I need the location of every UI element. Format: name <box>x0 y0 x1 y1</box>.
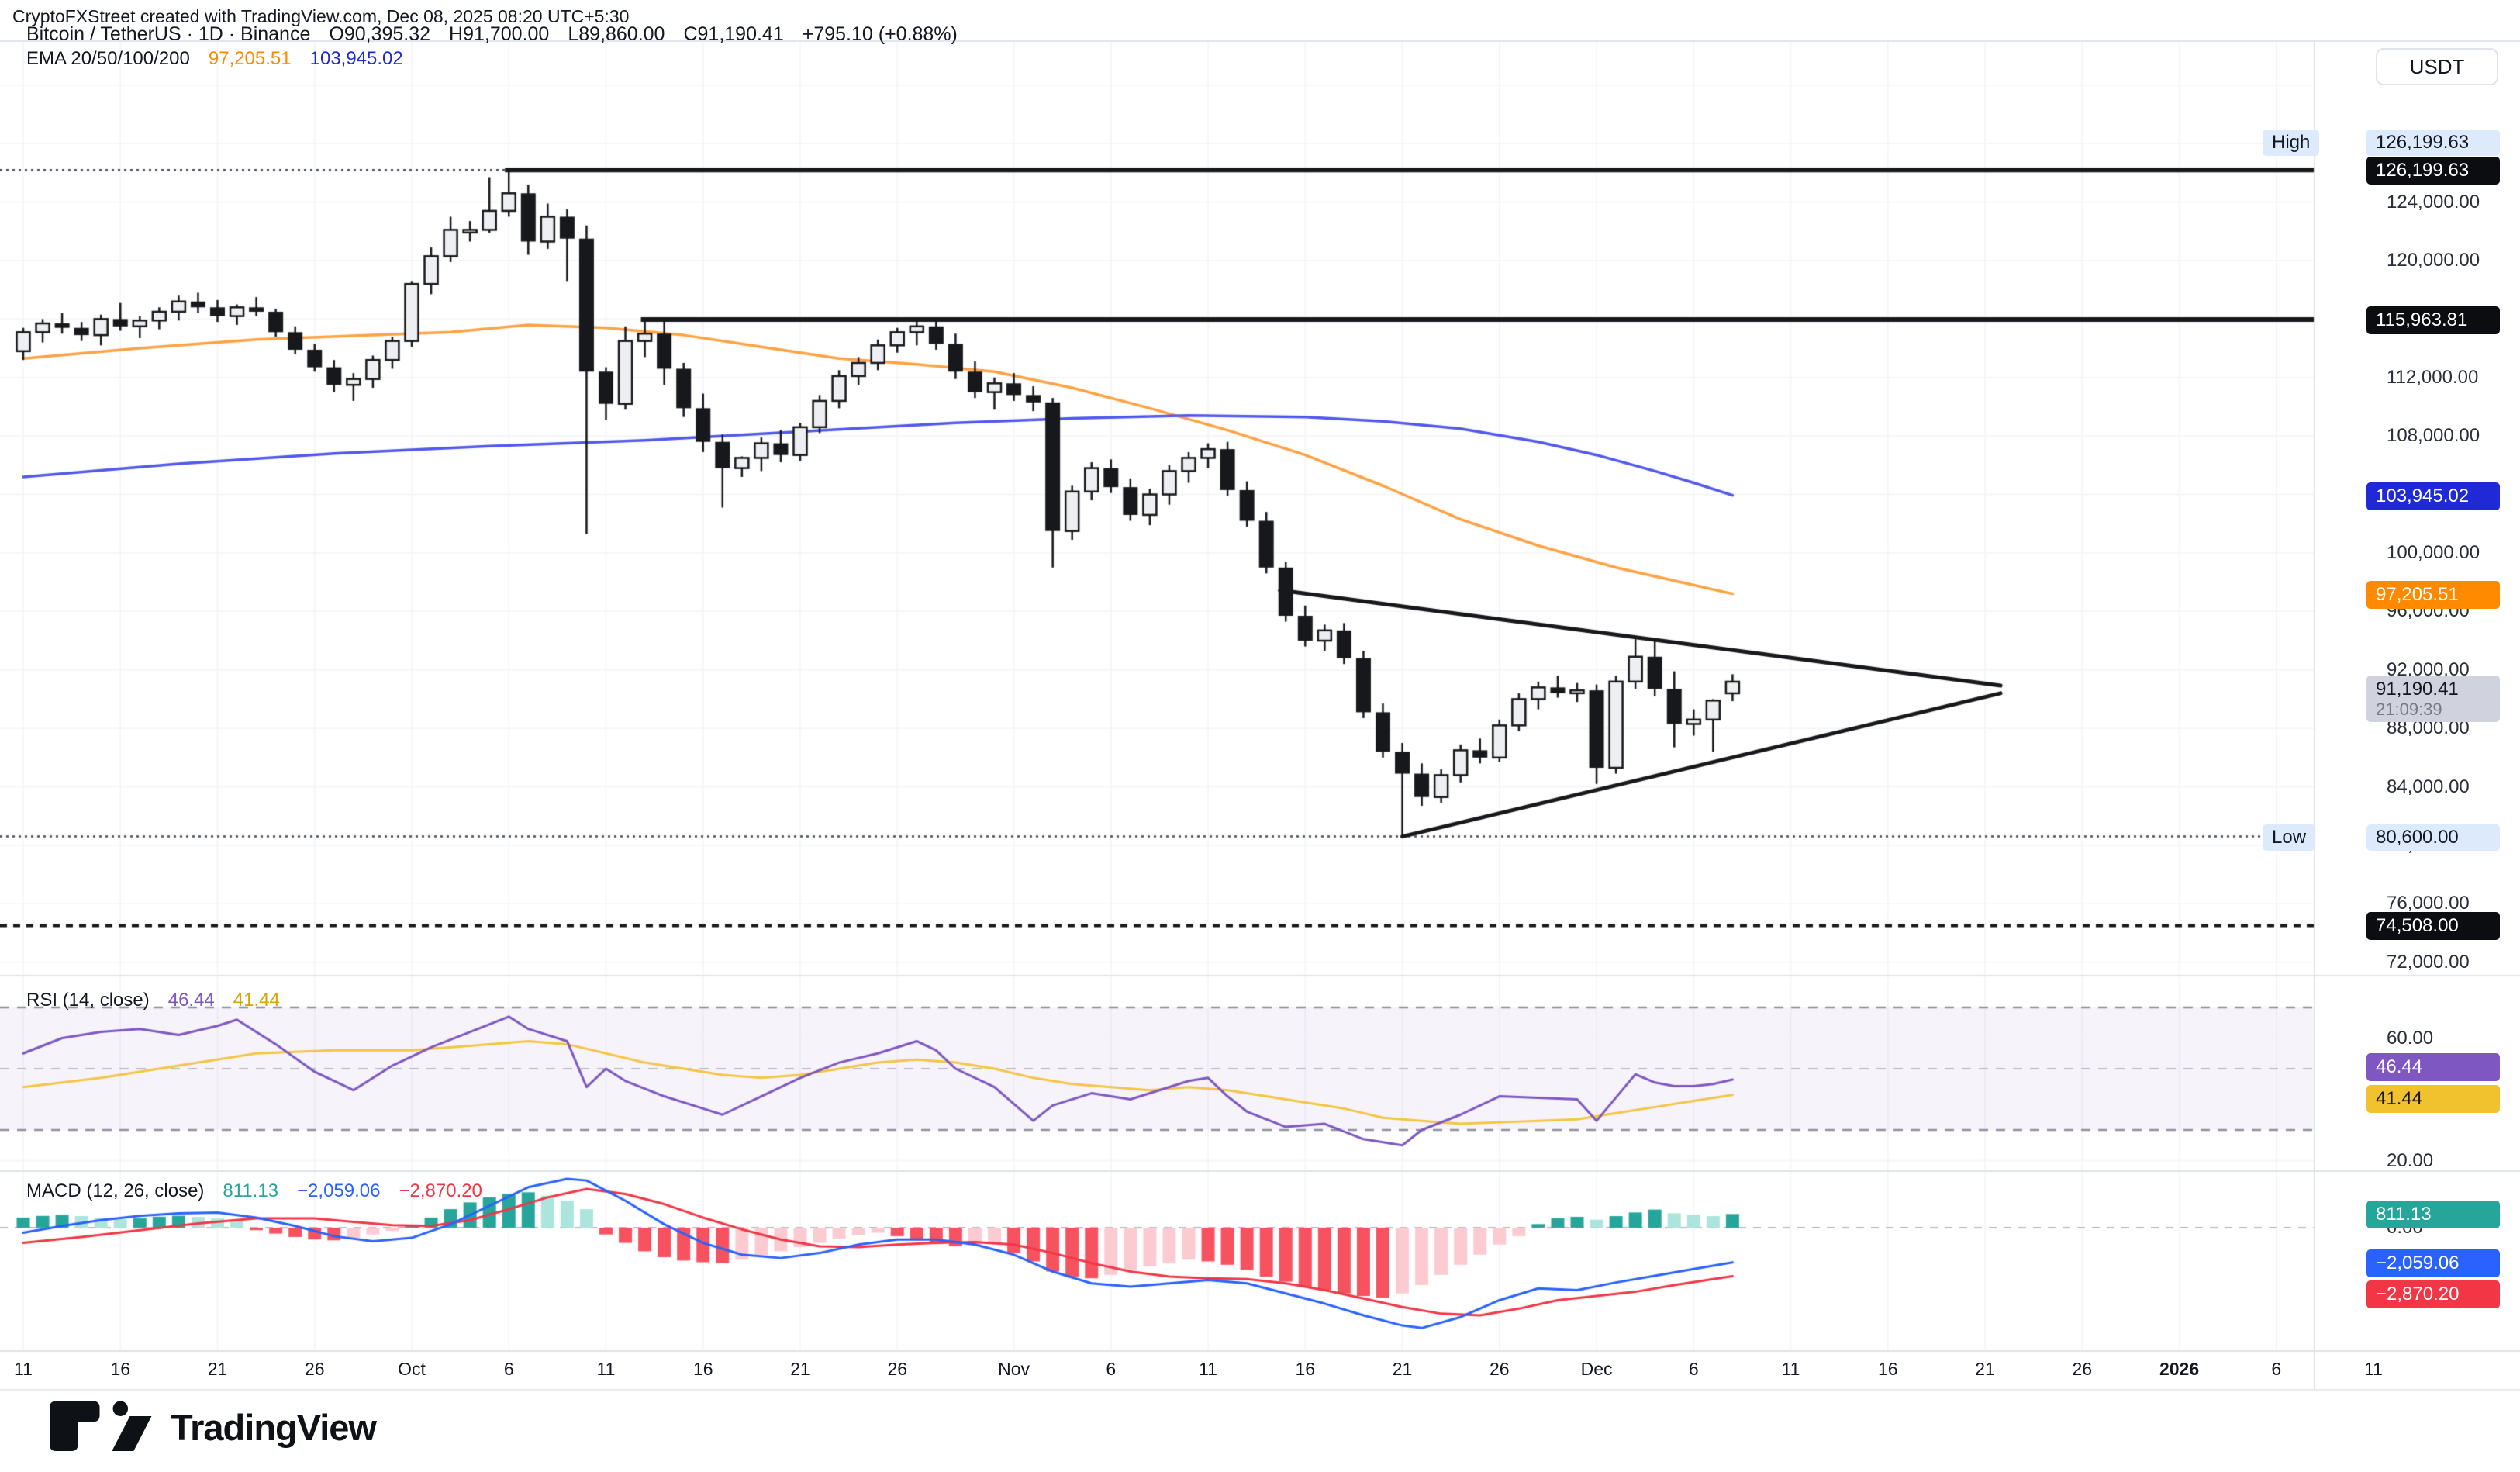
price-scale-label: 108,000.00 <box>2387 425 2480 447</box>
price-scale-label: 120,000.00 <box>2387 249 2480 271</box>
rsi-badge: 46.44 <box>2366 1053 2500 1082</box>
rsi-label: RSI (14, close) <box>26 990 150 1011</box>
ohlc-open: O90,395.32 <box>329 23 431 45</box>
high-marker-value: 126,199.63 <box>2366 130 2500 157</box>
time-axis-label: 6 <box>2271 1359 2282 1379</box>
ema-legend: EMA 20/50/100/200 97,205.51 103,945.02 <box>26 48 403 70</box>
price-scale-label: 100,000.00 <box>2387 541 2480 563</box>
time-axis-label: 6 <box>1106 1359 1117 1379</box>
macd-hist-value: 811.13 <box>223 1180 279 1201</box>
time-axis-label: 11 <box>14 1359 33 1379</box>
price-badge: 115,963.81 <box>2366 306 2500 335</box>
high-marker-word: High <box>2263 130 2320 157</box>
macd-line-value: −2,059.06 <box>297 1180 381 1201</box>
low-marker-value: 80,600.00 <box>2366 824 2500 851</box>
time-axis-label: 11 <box>1781 1359 1800 1379</box>
macd-badge: −2,059.06 <box>2366 1249 2500 1277</box>
price-scale-label: 112,000.00 <box>2387 366 2479 388</box>
price-badge: 97,205.51 <box>2366 580 2500 609</box>
time-axis-label: Dec <box>1580 1359 1613 1379</box>
rsi-scale-label: 60.00 <box>2387 1027 2434 1049</box>
rsi-main-value: 46.44 <box>167 990 215 1011</box>
time-axis-label: 21 <box>790 1359 810 1379</box>
price-scale-label: 72,000.00 <box>2387 951 2470 973</box>
time-axis-label: 21 <box>207 1359 228 1379</box>
currency-button[interactable]: USDT <box>2376 48 2498 85</box>
time-axis-label: 6 <box>1688 1359 1699 1379</box>
price-badge: 103,945.02 <box>2366 482 2500 510</box>
time-axis-label: 16 <box>1295 1359 1316 1379</box>
macd-legend: MACD (12, 26, close) 811.13 −2,059.06 −2… <box>26 1180 482 1202</box>
time-axis-label: 6 <box>503 1359 514 1379</box>
symbol-title: Bitcoin / TetherUS · 1D · Binance <box>26 23 311 45</box>
rsi-ma-value: 41.44 <box>233 990 280 1011</box>
time-axis-label: 26 <box>2072 1359 2093 1379</box>
ohlc-close: C91,190.41 <box>683 23 784 45</box>
macd-label: MACD (12, 26, close) <box>26 1180 205 1201</box>
time-axis-label: 11 <box>1199 1359 1217 1379</box>
price-badge: 126,199.63 <box>2366 157 2500 185</box>
tradingview-logo[interactable]: TradingView <box>50 1401 377 1453</box>
ema-label: EMA 20/50/100/200 <box>26 48 190 69</box>
time-axis-label: 11 <box>2364 1359 2383 1379</box>
time-axis-label: 11 <box>596 1359 616 1379</box>
ohlc-change: +795.10 (+0.88%) <box>802 23 958 45</box>
time-axis-label: 26 <box>1490 1359 1510 1379</box>
ema-slow-value: 103,945.02 <box>309 48 403 69</box>
rsi-scale-label: 20.00 <box>2387 1149 2434 1171</box>
price-badge: 74,508.00 <box>2366 912 2500 941</box>
rsi-legend: RSI (14, close) 46.44 41.44 <box>26 990 280 1011</box>
time-axis[interactable] <box>0 1351 2520 1390</box>
rsi-ma-badge: 41.44 <box>2366 1084 2500 1113</box>
ohlc-low: L89,860.00 <box>568 23 665 45</box>
macd-badge: 811.13 <box>2366 1201 2500 1229</box>
time-axis-label: 16 <box>692 1359 713 1379</box>
time-axis-label: Oct <box>398 1359 426 1379</box>
time-axis-label: 2026 <box>2159 1359 2200 1379</box>
price-scale-label: 124,000.00 <box>2387 191 2480 213</box>
ema-fast-value: 97,205.51 <box>208 48 292 69</box>
time-axis-label: 26 <box>887 1359 908 1379</box>
tradingview-logo-icon <box>50 1401 152 1452</box>
macd-badge: −2,870.20 <box>2366 1280 2500 1308</box>
low-marker-word: Low <box>2263 824 2316 851</box>
tradingview-logo-text: TradingView <box>171 1406 377 1448</box>
ohlc-high: H91,700.00 <box>449 23 550 45</box>
price-badge: 91,190.41 21:09:39 <box>2366 675 2500 722</box>
time-axis-label: 16 <box>1878 1359 1898 1379</box>
time-axis-label: Nov <box>998 1359 1030 1379</box>
time-axis-label: 26 <box>304 1359 325 1379</box>
attribution-text: CryptoFXStreet created with TradingView.… <box>12 6 630 26</box>
price-scale-label: 76,000.00 <box>2387 893 2470 914</box>
time-axis-label: 21 <box>1392 1359 1413 1379</box>
macd-signal-value: −2,870.20 <box>399 1180 482 1201</box>
time-axis-label: 21 <box>1975 1359 1995 1379</box>
symbol-legend: Bitcoin / TetherUS · 1D · Binance O90,39… <box>26 23 958 46</box>
price-scale-label: 84,000.00 <box>2387 776 2470 797</box>
time-axis-label: 16 <box>110 1359 131 1379</box>
